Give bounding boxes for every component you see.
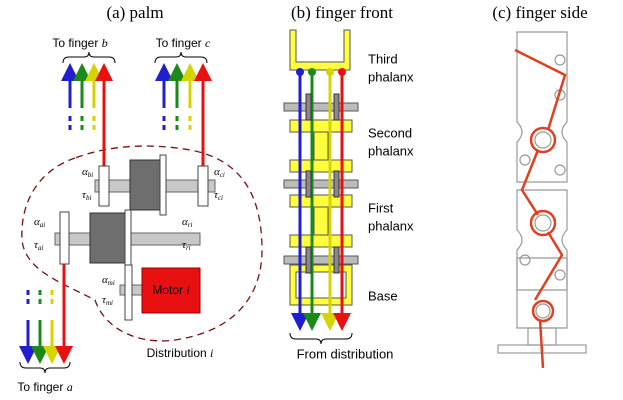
symbol: αbi [82,166,93,179]
symbol: τai [34,239,43,252]
brace [63,52,115,63]
symbol: αci [214,166,225,179]
symbol: αai [34,216,45,229]
target-label: To finger b [52,36,107,50]
text-part: To finger [52,36,98,50]
source-label: From distribution [297,346,394,361]
text-part: ci [220,171,225,179]
symbol: τbi [82,189,91,202]
phalanx-label: First [368,200,394,215]
target-label: To finger c [156,36,211,50]
text-part: Motor [152,283,183,297]
finger-side [498,32,586,368]
figure: (a) palm (b) finger front (c) finger sid… [0,0,623,400]
panel-title: (c) finger side [492,3,587,22]
text-part: a [67,380,73,394]
distribution-label: Distribution i [147,346,214,360]
symbol: τmi [102,294,113,307]
text-part: mi [108,279,115,287]
symbol: αmi [102,274,115,287]
phalanx-label: Second [368,125,412,140]
brace [20,362,70,373]
target-label: To finger a [17,380,72,394]
text-part: c [205,36,211,50]
symbol: τci [214,189,223,202]
motor-label: Motor i [152,283,189,297]
text-part: i [186,283,189,297]
text-part: bi [88,171,94,179]
phalanx-label: Base [368,288,398,303]
palm-diagram: To finger b To finger c To finger a Moto… [17,36,262,394]
text-part: ri [188,221,193,229]
text-part: To finger [156,36,202,50]
text-part: b [102,36,108,50]
text-part: bi [86,194,92,202]
text-part: ci [218,194,223,202]
brace [155,52,207,63]
phalanx-label: phalanx [368,218,414,233]
text-part: ri [186,244,191,252]
text-part: To finger [17,380,63,394]
text-part: i [210,346,213,360]
panel-title: (a) palm [106,3,163,22]
finger-front: Third phalanx Second phalanx First phala… [284,30,414,361]
phalanx-label: Third [368,51,398,66]
phalanx-label: phalanx [368,143,414,158]
panel-title: (b) finger front [291,3,393,22]
text-part: ai [38,244,44,252]
text-part: ai [40,221,46,229]
text-part: Distribution [147,346,207,360]
phalanx-label: phalanx [368,69,414,84]
text-part: mi [106,299,113,307]
symbol: αri [182,216,193,229]
